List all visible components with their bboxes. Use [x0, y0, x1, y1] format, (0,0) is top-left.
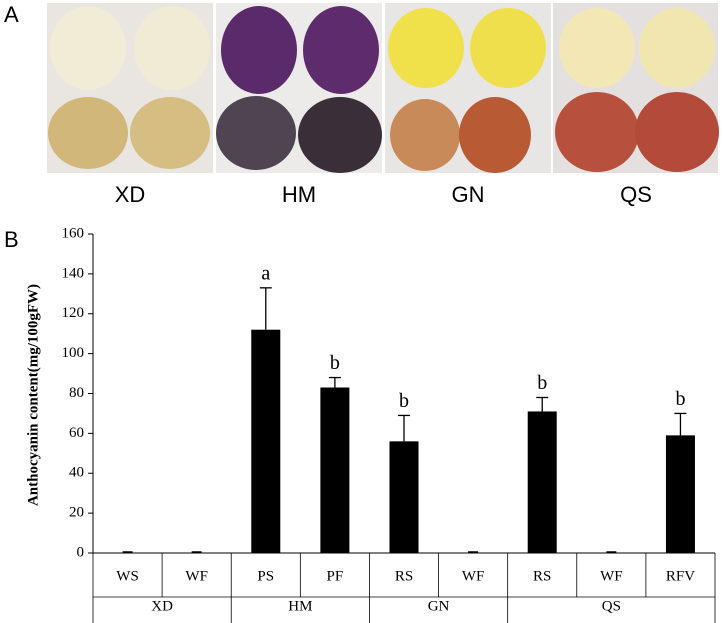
bar	[251, 329, 281, 553]
photo-label: HM	[282, 182, 316, 207]
photo-hm	[216, 3, 382, 173]
photo-label: QS	[620, 182, 652, 207]
panel-label: B	[4, 227, 19, 252]
y-tick-label: 160	[62, 225, 85, 241]
y-tick-label: 80	[69, 385, 84, 401]
y-tick-label: 20	[69, 505, 84, 521]
x-tick-label: RS	[533, 568, 551, 584]
photo-qs	[553, 3, 719, 173]
significance-label: b	[399, 390, 409, 412]
photo-xd	[47, 3, 213, 173]
x-tick-label: WF	[462, 568, 485, 584]
photo-label: GN	[452, 182, 485, 207]
group-label: XD	[151, 598, 173, 614]
photo-gn	[385, 3, 551, 173]
group-label: QS	[602, 598, 621, 614]
y-tick-label: 60	[69, 425, 84, 441]
significance-label: a	[261, 262, 270, 284]
y-tick-label: 120	[62, 305, 85, 321]
x-tick-label: RFV	[666, 568, 695, 584]
x-tick-label: PS	[257, 568, 274, 584]
bar	[527, 411, 557, 553]
y-tick-label: 0	[77, 544, 85, 560]
significance-label: b	[330, 352, 340, 374]
x-tick-label: WS	[116, 568, 139, 584]
x-tick-label: WF	[185, 568, 208, 584]
significance-label: b	[675, 388, 685, 410]
bar	[665, 435, 695, 553]
y-tick-label: 100	[62, 345, 85, 361]
y-tick-label: 140	[62, 265, 85, 281]
x-tick-label: RS	[395, 568, 413, 584]
group-label: HM	[288, 598, 312, 614]
panel-label: A	[4, 2, 19, 27]
y-tick-label: 40	[69, 465, 84, 481]
y-axis-title: Anthocyanin content(mg/100gFW)	[25, 284, 41, 506]
bar	[320, 387, 350, 553]
x-tick-label: WF	[600, 568, 623, 584]
x-tick-label: PF	[327, 568, 344, 584]
group-label: GN	[428, 598, 450, 614]
photo-label: XD	[115, 182, 146, 207]
significance-label: b	[537, 372, 547, 394]
bar	[389, 441, 419, 553]
